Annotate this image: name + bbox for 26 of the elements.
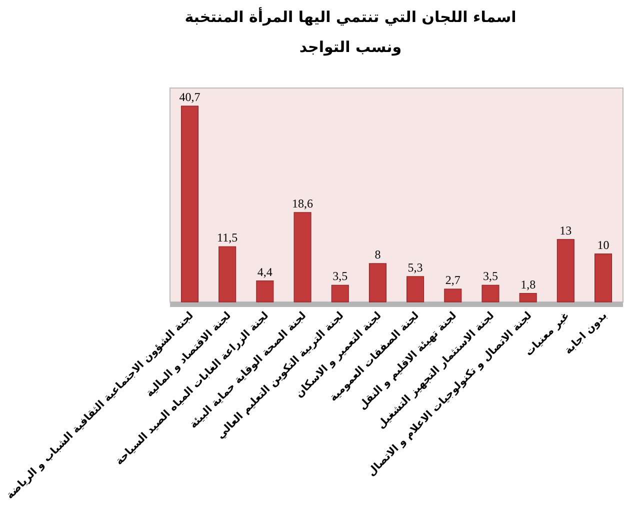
bar	[218, 246, 236, 302]
bar	[519, 293, 537, 302]
data-label: 10	[597, 238, 610, 252]
data-label: 3,5	[332, 269, 348, 284]
bar	[180, 106, 198, 302]
data-label: 5,3	[408, 260, 423, 274]
bar	[294, 212, 312, 302]
bar	[594, 254, 612, 302]
data-label: 2,7	[445, 273, 460, 287]
bar	[331, 284, 349, 302]
bar	[482, 284, 500, 302]
bar	[256, 280, 274, 302]
data-label: 13	[560, 223, 572, 238]
data-label: 1,8	[520, 277, 536, 292]
data-label: 3,5	[482, 269, 498, 284]
data-label: 11,5	[217, 230, 238, 245]
bar	[406, 276, 424, 302]
data-label: 40,7	[179, 90, 200, 104]
data-label: 8	[374, 247, 381, 262]
data-label: 4,4	[257, 264, 272, 279]
bar	[444, 288, 462, 302]
bar	[556, 239, 574, 302]
chart-title: اسماء اللجان التي تنتمي اليها المرأة المنتخبة	[184, 7, 516, 26]
data-label: 18,6	[292, 196, 314, 210]
chart-subtitle: ونسب التواجد	[299, 38, 402, 56]
bar	[368, 263, 386, 302]
